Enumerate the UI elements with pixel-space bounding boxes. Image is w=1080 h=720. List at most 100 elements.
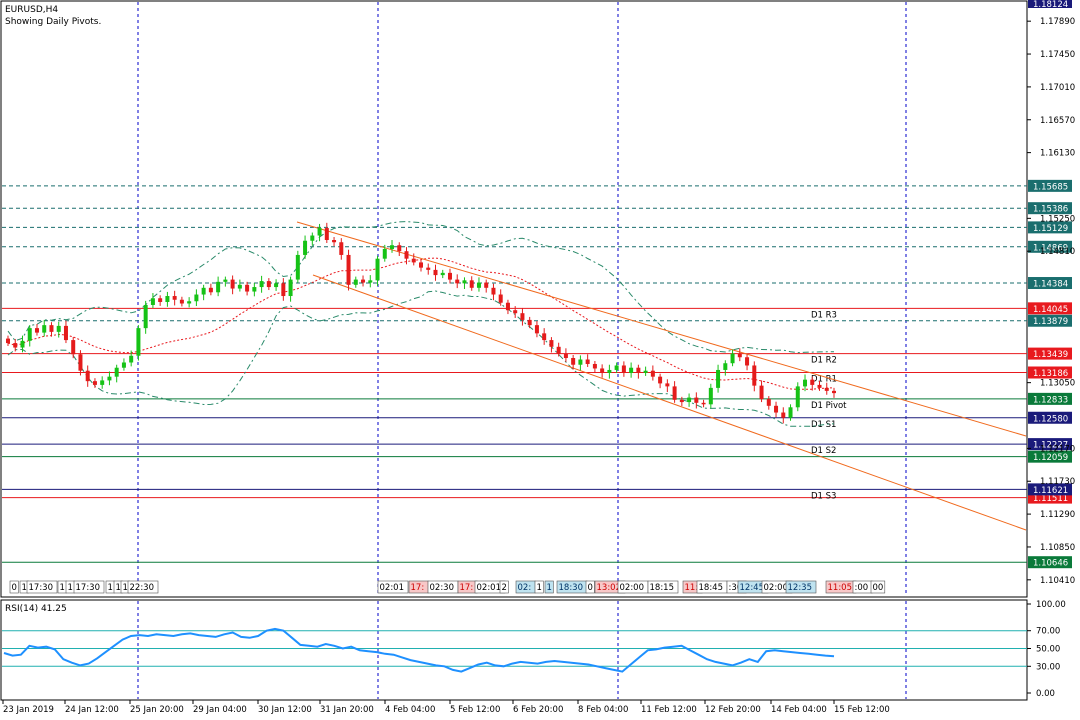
pivot-price-tag-bg xyxy=(1028,392,1072,405)
pivot-price-tag-bg xyxy=(1028,438,1072,451)
candle-bull xyxy=(353,279,358,285)
time-label: 18:45 xyxy=(699,583,724,593)
candle-bull xyxy=(629,367,634,373)
candle-bear xyxy=(737,353,742,358)
rsi-tick-label: 100.00 xyxy=(1036,600,1066,610)
pivot-price-tag: 1.14045 xyxy=(1033,305,1068,315)
candle-bull xyxy=(252,287,257,292)
time-tick-label: 23 Jan 2019 xyxy=(3,705,54,715)
candle-bull xyxy=(708,387,713,405)
time-label-box xyxy=(647,580,679,594)
time-tick-label: 6 Feb 20:00 xyxy=(513,705,563,715)
time-label: 1 xyxy=(537,583,542,593)
trend-channel[interactable] xyxy=(296,221,1027,531)
candle-bear xyxy=(701,402,706,405)
top-price-tag-bg xyxy=(1028,0,1072,8)
candle-bull xyxy=(201,287,206,295)
time-axis: 23 Jan 2019 24 Jan 12:00 25 Jan 20:00 29 Ja… xyxy=(2,700,890,715)
time-label: 02:00 xyxy=(764,583,789,593)
time-tick-label: 5 Feb 12:00 xyxy=(450,705,500,715)
candle-bear xyxy=(817,384,822,388)
candle-bull xyxy=(440,272,445,276)
candle-bull xyxy=(42,325,47,333)
candle-bear xyxy=(672,386,677,400)
time-label-box xyxy=(585,580,595,594)
time-label: 1 xyxy=(22,583,27,593)
candle-bear xyxy=(636,367,641,373)
candle-bear xyxy=(520,313,525,320)
indicator-note: Showing Daily Pivots. xyxy=(5,17,101,27)
time-label-box xyxy=(870,580,886,594)
level-price-tag-bg xyxy=(1028,240,1072,253)
pivot-label: D1 Pivot xyxy=(811,401,847,411)
time-tick-label: 12 Feb 20:00 xyxy=(705,705,761,715)
time-label: 02: xyxy=(518,583,532,593)
candle-bull xyxy=(687,397,692,403)
candle-bear xyxy=(455,279,460,284)
time-label: 0 xyxy=(588,583,593,593)
pivot-label: D1 R1 xyxy=(811,374,837,384)
candle-bear xyxy=(346,254,351,285)
price-tick-label: 1.17010 xyxy=(1040,83,1075,93)
chart-border-main xyxy=(0,0,1028,598)
time-label-box xyxy=(127,580,159,594)
time-label: 12:45 xyxy=(740,583,765,593)
time-label: 1 xyxy=(60,583,65,593)
candle-bear xyxy=(266,281,271,288)
candle-bear xyxy=(281,283,286,297)
time-label: 22:30 xyxy=(130,583,155,593)
candle-bear xyxy=(419,262,423,268)
price-tick-label: 1.10410 xyxy=(1040,576,1075,586)
time-label: 1 xyxy=(547,583,552,593)
candle-bear xyxy=(404,251,409,259)
pivot-price-tag: 1.12833 xyxy=(1033,395,1068,405)
pivot-label: D1 S3 xyxy=(811,491,836,501)
candle-bull xyxy=(121,362,126,368)
time-label: 17:30 xyxy=(76,583,101,593)
level-price-tag-bg xyxy=(1028,556,1072,569)
candle-bear xyxy=(361,279,366,283)
candle-bull xyxy=(223,279,228,282)
candle-bear xyxy=(774,405,779,413)
time-label: 17: xyxy=(411,583,425,593)
candle-bull xyxy=(194,294,199,302)
price-tick-label: 1.11290 xyxy=(1040,510,1075,520)
candle-bull xyxy=(27,328,32,341)
level-price-tag-bg xyxy=(1028,221,1072,234)
rsi-tick-label: 30.00 xyxy=(1036,662,1060,672)
candle-bear xyxy=(832,390,836,394)
candle-bull xyxy=(136,328,141,356)
pivot-price-tag-bg xyxy=(1028,411,1072,424)
candle-bear xyxy=(85,370,90,382)
level-price-tag: 1.15386 xyxy=(1033,205,1068,215)
pivot-price-tag: 1.13439 xyxy=(1033,350,1068,360)
time-tick-label: 24 Jan 12:00 xyxy=(65,705,119,715)
candle-bull xyxy=(795,386,800,408)
candle-bear xyxy=(542,333,547,341)
candle-bull xyxy=(803,379,808,387)
pivot-price-tag: 1.13186 xyxy=(1033,369,1068,379)
time-tick-label: 8 Feb 04:00 xyxy=(578,705,628,715)
grid xyxy=(137,2,907,699)
candle-bull xyxy=(100,380,105,385)
price-tick-label: 1.16570 xyxy=(1040,116,1075,126)
candle-bear xyxy=(679,399,684,403)
pivot-price-tag-bg xyxy=(1028,366,1072,379)
time-label: 1 xyxy=(108,583,113,593)
candle-bull xyxy=(114,367,119,377)
price-tick-label: 1.13050 xyxy=(1040,379,1075,389)
price-tick-label: 1.17450 xyxy=(1040,50,1075,60)
candle-bear xyxy=(498,294,503,303)
time-label-box xyxy=(73,580,105,594)
price-tick-label: 1.11730 xyxy=(1040,477,1075,487)
candle-bull xyxy=(310,235,315,241)
rsi-tick-label: 0.00 xyxy=(1036,689,1055,699)
pivot-price-tag: 1.12227 xyxy=(1033,441,1068,451)
candle-bear xyxy=(208,287,213,293)
time-label: 11:05 xyxy=(828,583,853,593)
time-label: 12:35 xyxy=(788,583,813,593)
candle-bear xyxy=(491,287,496,295)
candle-bear xyxy=(745,357,750,366)
time-tick-label: 15 Feb 12:00 xyxy=(834,705,890,715)
